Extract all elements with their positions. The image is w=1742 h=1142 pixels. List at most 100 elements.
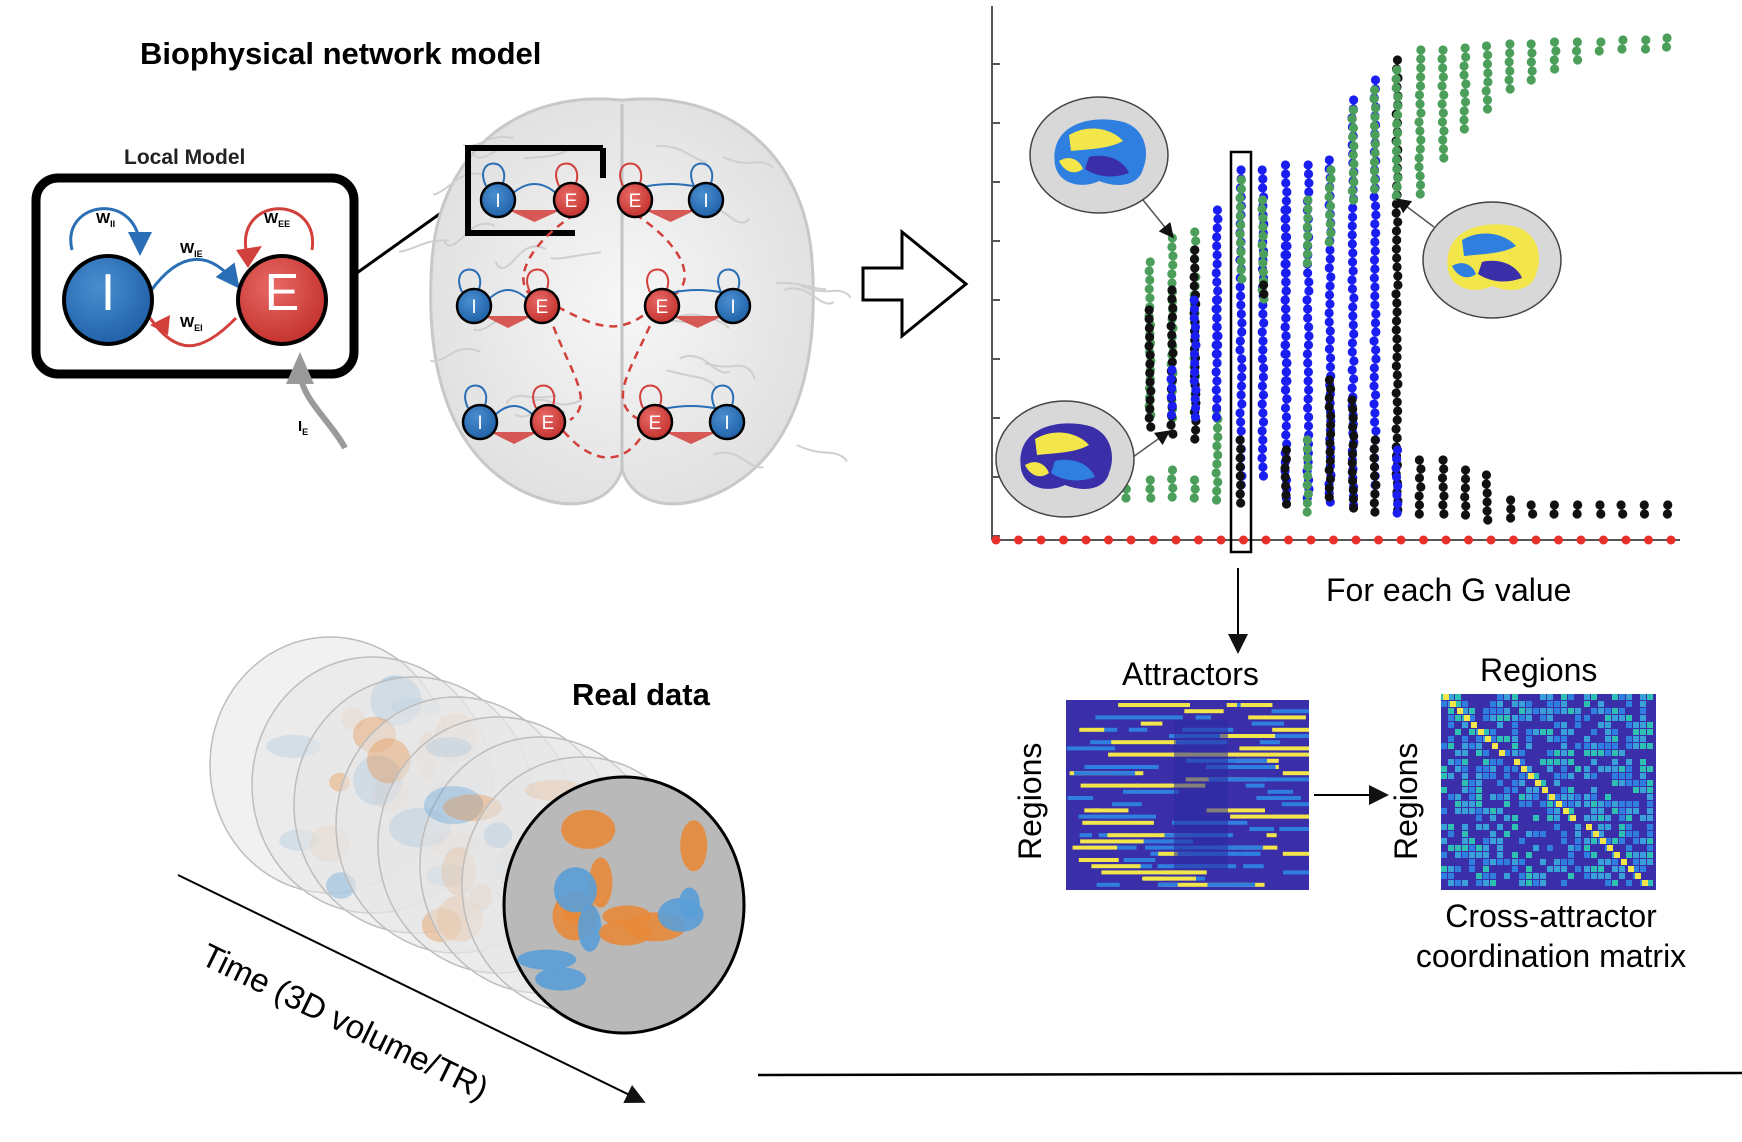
scatter-point: [1212, 459, 1222, 469]
right-arrow-icon: [861, 228, 969, 340]
scatter-point: [1324, 483, 1334, 493]
scatter-point: [1481, 470, 1492, 480]
scatter-point: [1258, 372, 1268, 382]
scatter-point: [1415, 99, 1425, 109]
scatter-point: [1211, 295, 1222, 305]
scatter-point: [1212, 241, 1222, 251]
scatter-point: [1549, 509, 1559, 519]
network-inhibitory-node: [461, 403, 499, 441]
scatter-point: [1144, 266, 1154, 276]
scatter-point: [1168, 348, 1178, 358]
scatter-point: [1325, 438, 1335, 448]
scatter-point: [1369, 166, 1380, 176]
scatter-point: [1235, 408, 1245, 418]
scatter-point: [1236, 256, 1246, 266]
selected-g-column: [1229, 150, 1253, 554]
scatter-point: [1391, 388, 1401, 398]
scatter-point: [1325, 326, 1335, 336]
scatter-point: [1324, 344, 1334, 354]
scatter-point: [1235, 345, 1245, 355]
scatter-point: [1235, 211, 1245, 221]
scatter-point: [1347, 383, 1357, 393]
scatter-point: [1348, 168, 1358, 178]
scatter-point: [1371, 480, 1381, 490]
network-excitatory-node: [529, 403, 567, 441]
scatter-point: [1237, 274, 1247, 284]
local-model-title: Local Model: [124, 146, 246, 169]
network-inhibitory-node: [714, 287, 752, 325]
scatter-point: [1392, 182, 1402, 192]
scatter-point: [1144, 305, 1154, 315]
baseline-point: [1126, 535, 1136, 545]
network-inhibitory-node: [708, 403, 746, 441]
scatter-point: [1482, 59, 1493, 69]
scatter-point: [1280, 214, 1290, 224]
scatter-point: [1392, 307, 1402, 317]
scatter-point: [1237, 318, 1247, 328]
local-model: [31, 173, 463, 450]
scatter-point: [1481, 41, 1492, 51]
scatter-point: [1459, 61, 1469, 71]
scatter-point: [1504, 75, 1514, 85]
scatter-point: [1369, 471, 1380, 481]
scatter-point: [1325, 201, 1336, 211]
scatter-point: [1145, 332, 1155, 342]
scatter-point: [1302, 507, 1312, 517]
scatter-point: [1393, 173, 1403, 183]
scatter-point: [1167, 312, 1178, 322]
scatter-point: [1439, 126, 1449, 136]
scatter-point: [1596, 509, 1606, 519]
scatter-point: [1191, 340, 1201, 350]
scatter-point: [1167, 365, 1177, 375]
inhibitory-node: [62, 254, 154, 346]
excitatory-node: [236, 254, 328, 346]
scatter-point: [1145, 377, 1155, 387]
scatter-point: [1349, 141, 1359, 151]
scatter-point: [1482, 488, 1492, 498]
scatter-point: [1211, 412, 1222, 422]
scatter-point: [1392, 433, 1402, 443]
scatter-point: [1302, 453, 1313, 463]
coordination-caption: Cross-attractor coordination matrix: [1380, 896, 1722, 976]
scatter-point: [1324, 402, 1334, 412]
scatter-point: [1349, 293, 1359, 303]
baseline-point: [1486, 535, 1496, 545]
attractors-matrix: [1066, 700, 1309, 890]
scatter-point: [1235, 471, 1245, 481]
scatter-point: [1213, 331, 1223, 341]
network-excitatory-node: [616, 181, 654, 219]
scatter-point: [1324, 393, 1334, 403]
scatter-point: [1369, 157, 1380, 167]
scatter-point: [1236, 165, 1246, 175]
scatter-point: [1438, 482, 1448, 492]
scatter-point: [1460, 474, 1471, 484]
scatter-point: [1190, 331, 1200, 341]
scatter-point: [1145, 475, 1155, 485]
scatter-point: [1481, 479, 1491, 489]
scatter-point: [1392, 508, 1402, 518]
scatter-point: [1369, 336, 1379, 346]
scatter-point: [1145, 257, 1155, 267]
scatter-point: [1460, 483, 1470, 493]
scatter-point: [1235, 202, 1246, 212]
scatter-point: [1371, 210, 1381, 220]
scatter-point: [1168, 251, 1178, 261]
coordination-ylabel: Regions: [1388, 742, 1424, 860]
baseline-point: [1059, 535, 1068, 545]
scatter-point: [1324, 465, 1334, 475]
scatter-point: [1236, 175, 1246, 185]
scatter-point: [1326, 228, 1336, 238]
scatter-point: [1302, 444, 1312, 454]
scatter-point: [1237, 363, 1247, 373]
network-inhibitory-label: I: [495, 191, 500, 212]
scatter-point: [1370, 148, 1380, 158]
baseline-point: [1351, 535, 1361, 545]
scatter-point: [1280, 295, 1290, 305]
scatter-point: [1369, 498, 1379, 508]
scatter-point: [1369, 453, 1379, 463]
scatter-point: [1416, 464, 1426, 474]
scatter-point: [1371, 345, 1381, 355]
scatter-point: [1348, 494, 1359, 504]
scatter-point: [1211, 495, 1222, 505]
scatter-point: [1166, 420, 1176, 430]
